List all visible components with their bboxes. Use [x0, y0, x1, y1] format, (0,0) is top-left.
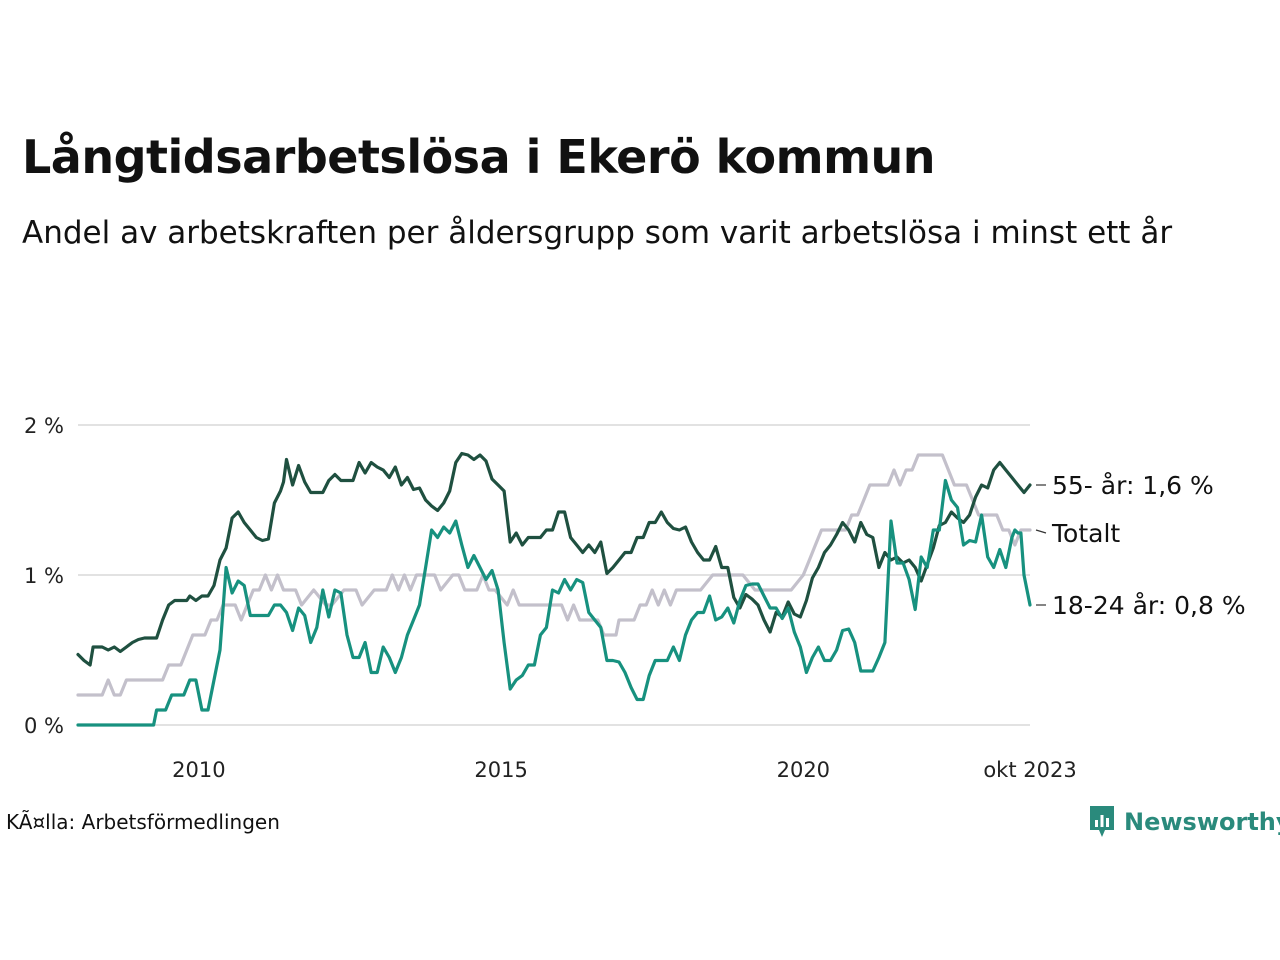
series-end-labels: 55- år: 1,6 % Totalt 18-24 år: 0,8 %	[1035, 471, 1246, 620]
newsworthy-logo-text: Newsworthy	[1124, 808, 1280, 836]
y-tick-label: 2 %	[24, 414, 64, 438]
series-end-label-age55: 55- år: 1,6 %	[1052, 471, 1214, 500]
series-line-total	[76, 453, 1032, 697]
x-tick-label: okt 2023	[983, 758, 1076, 782]
x-tick-label: 2015	[474, 758, 527, 782]
newsworthy-logo: Newsworthy	[1088, 804, 1280, 840]
x-axis-ticks: 2010 2015 2020 okt 2023	[172, 758, 1077, 782]
x-tick-label: 2010	[172, 758, 225, 782]
series-line-age18	[76, 478, 1032, 727]
grid-lines	[78, 424, 1030, 726]
series-line-age55	[76, 451, 1032, 667]
series-end-label-age18: 18-24 år: 0,8 %	[1052, 591, 1246, 620]
end-label-leader	[1035, 529, 1047, 534]
newsworthy-logo-icon	[1090, 806, 1114, 837]
y-tick-label: 1 %	[24, 564, 64, 588]
source-note: KÃ¤lla: Arbetsförmedlingen	[6, 810, 280, 834]
x-tick-label: 2020	[777, 758, 830, 782]
chart-subtitle: Andel av arbetskraften per åldersgrupp s…	[22, 215, 1173, 251]
series-end-label-total: Totalt	[1051, 519, 1120, 548]
chart-title: Långtidsarbetslösa i Ekerö kommun	[22, 130, 936, 184]
series-lines	[76, 451, 1032, 727]
line-chart: 0 % 1 % 2 % 2010 2015 2020 okt 2023 55- år: 1…	[24, 414, 1246, 782]
y-axis-ticks: 0 % 1 % 2 %	[24, 414, 64, 738]
y-tick-label: 0 %	[24, 714, 64, 738]
